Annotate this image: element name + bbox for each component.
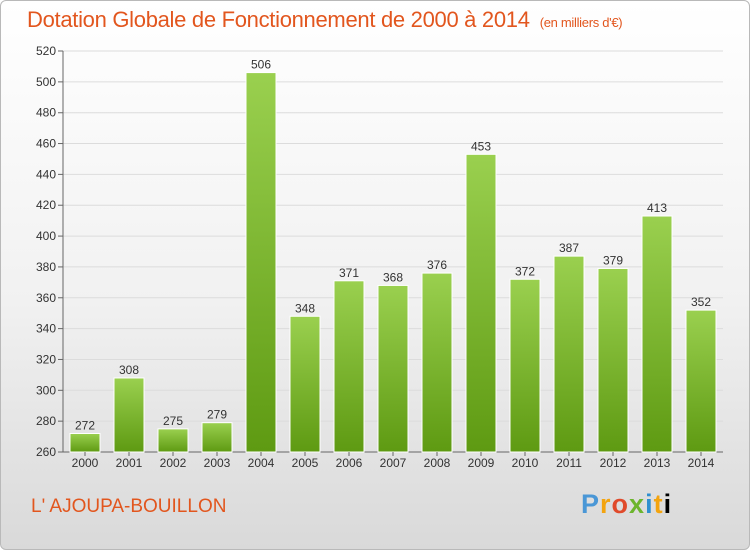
bar-2004 [245, 72, 277, 453]
logo-letter: i [663, 489, 673, 519]
value-label-2000: 272 [75, 418, 95, 432]
x-tick-label-2006: 2006 [336, 456, 363, 470]
bar-2008 [421, 272, 453, 453]
y-tick-label: 380 [36, 260, 56, 274]
value-label-2001: 308 [119, 363, 139, 377]
x-tick-label-2004: 2004 [248, 456, 275, 470]
bar-2010 [509, 278, 541, 453]
x-tick-label-2010: 2010 [512, 456, 539, 470]
bar-2006 [333, 280, 365, 453]
value-label-2003: 279 [207, 408, 227, 422]
logo-letter: r [600, 489, 612, 519]
x-tick-labels: 2000 2001 2002 2003 2004 2005 2006 2007 2008 2009… [72, 452, 715, 470]
y-tick-label: 520 [36, 44, 56, 58]
y-tick-label: 360 [36, 291, 56, 305]
y-tick-label: 500 [36, 75, 56, 89]
bar-2001 [113, 377, 145, 453]
x-tick-label-2014: 2014 [688, 456, 715, 470]
x-tick-label-2002: 2002 [160, 456, 187, 470]
bar-2011 [553, 255, 585, 453]
logo-letter: t [653, 489, 664, 519]
chart-title: Dotation Globale de Fonctionnement de 20… [27, 7, 623, 33]
y-tick-label: 320 [36, 352, 56, 366]
y-tick-label: 460 [36, 137, 56, 151]
x-tick-label-2012: 2012 [600, 456, 627, 470]
y-tick-label: 260 [36, 445, 56, 459]
x-tick-label-2005: 2005 [292, 456, 319, 470]
title-unit: (en milliers d'€) [539, 15, 623, 30]
proxiti-logo[interactable]: Proxiti [581, 489, 672, 520]
x-tick-label-2013: 2013 [644, 456, 671, 470]
commune-name: L' AJOUPA-BOUILLON [31, 496, 227, 517]
bar-2003 [201, 422, 233, 453]
value-label-2010: 372 [515, 264, 535, 278]
bar-2014 [685, 309, 717, 453]
y-tick-label: 340 [36, 322, 56, 336]
value-label-2002: 275 [163, 414, 183, 428]
x-tick-label-2003: 2003 [204, 456, 231, 470]
y-tick-label: 300 [36, 383, 56, 397]
x-tick-label-2008: 2008 [424, 456, 451, 470]
bar-2002 [157, 428, 189, 453]
value-label-2012: 379 [603, 253, 623, 267]
y-tick-labels: 260 280 300 320 340 360 380 400 420 440 460 480 500 5… [36, 44, 63, 459]
value-labels: 272 308 275 279 506 348 371 368 376 453 372 387 379 4… [75, 58, 711, 433]
value-label-2007: 368 [383, 270, 403, 284]
bar-2012 [597, 267, 629, 453]
bar-2009 [465, 153, 497, 453]
value-label-2014: 352 [691, 295, 711, 309]
x-tick-label-2007: 2007 [380, 456, 407, 470]
logo-letter: P [581, 489, 601, 519]
y-tick-label: 280 [36, 414, 56, 428]
bars [69, 72, 717, 453]
y-tick-label: 440 [36, 167, 56, 181]
bar-2000 [69, 432, 101, 453]
bar-2005 [289, 315, 321, 453]
logo-letter: i [645, 489, 654, 519]
value-label-2004: 506 [251, 58, 271, 72]
value-label-2006: 371 [339, 266, 359, 280]
y-tick-label: 420 [36, 198, 56, 212]
value-label-2009: 453 [471, 139, 491, 153]
x-tick-label-2009: 2009 [468, 456, 495, 470]
x-tick-label-2011: 2011 [556, 456, 582, 470]
value-label-2013: 413 [647, 201, 667, 215]
bar-2007 [377, 284, 409, 453]
bar-2013 [641, 215, 673, 453]
title-text: Dotation Globale de Fonctionnement de 20… [27, 7, 530, 32]
logo-letter: o [611, 489, 630, 519]
logo-letter: x [629, 489, 646, 519]
value-label-2008: 376 [427, 258, 447, 272]
x-tick-label-2000: 2000 [72, 456, 99, 470]
y-tick-label: 480 [36, 106, 56, 120]
value-label-2011: 387 [559, 241, 579, 255]
value-label-2005: 348 [295, 301, 315, 315]
x-tick-label-2001: 2001 [116, 456, 143, 470]
y-tick-label: 400 [36, 229, 56, 243]
